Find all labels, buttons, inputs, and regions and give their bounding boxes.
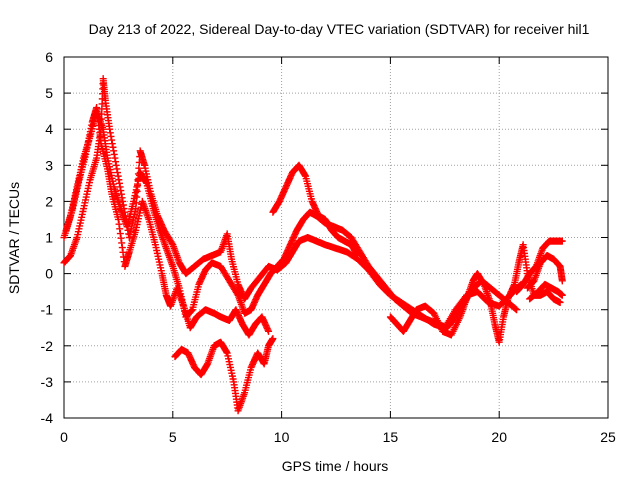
y-tick-label: -3 (41, 374, 54, 390)
series-arc-2 (60, 75, 525, 332)
series-arc-9 (526, 280, 566, 303)
chart-title: Day 213 of 2022, Sidereal Day-to-day VTE… (89, 21, 590, 37)
y-tick-label: 4 (45, 121, 53, 137)
y-tick-label: 0 (45, 266, 53, 282)
series-arc-3 (62, 104, 273, 339)
y-tick-label: 3 (45, 157, 53, 173)
data-point (168, 239, 176, 247)
y-tick-label: 5 (45, 85, 53, 101)
series-arc-4 (171, 335, 277, 415)
y-tick-label: -4 (41, 410, 54, 426)
data-point (233, 290, 241, 298)
y-tick-label: -1 (41, 302, 54, 318)
x-tick-label: 5 (169, 429, 177, 445)
y-tick-label: -2 (41, 338, 54, 354)
series-arc-8 (513, 237, 566, 296)
series-arc-5 (269, 161, 362, 260)
x-tick-label: 10 (274, 429, 290, 445)
data-point (513, 306, 521, 314)
x-tick-label: 15 (383, 429, 399, 445)
series-arc-6 (386, 241, 564, 346)
data-point (558, 291, 566, 299)
data-point (354, 252, 362, 260)
y-tick-label: 1 (45, 230, 53, 246)
data-point (269, 335, 277, 343)
x-axis-label: GPS time / hours (282, 458, 389, 474)
y-tick-label: 6 (45, 49, 53, 65)
data-point (558, 237, 566, 245)
y-axis-label: SDTVAR / TECUs (6, 182, 22, 294)
x-tick-label: 25 (600, 429, 616, 445)
data-point (556, 298, 564, 306)
x-tick-label: 0 (60, 429, 68, 445)
axis-ticks: 0 5 10 15 20 25 -4 -3 -2 -1 0 1 2 3 4 5 6 (41, 49, 616, 445)
data-points (60, 75, 566, 415)
data-point (512, 305, 520, 313)
data-point (558, 277, 566, 285)
x-tick-label: 20 (491, 429, 507, 445)
y-tick-label: 2 (45, 193, 53, 209)
data-point (265, 327, 273, 335)
